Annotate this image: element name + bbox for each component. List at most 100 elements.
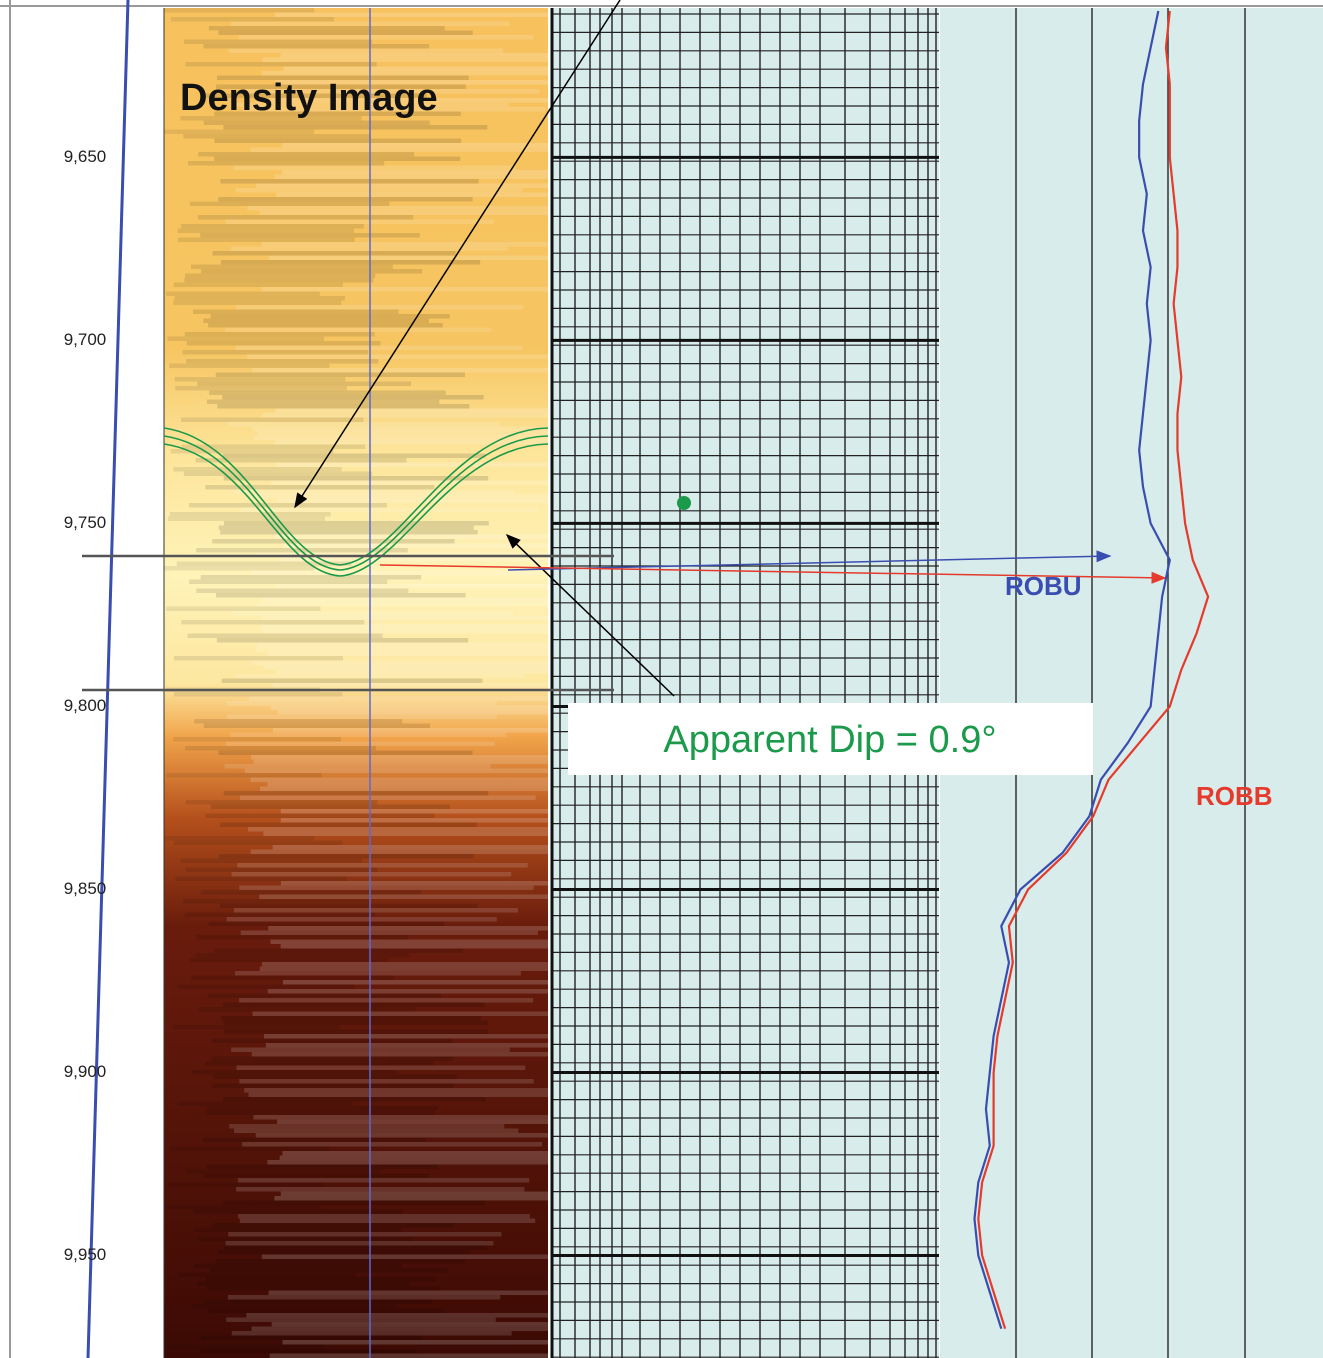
image-stripe — [197, 953, 409, 958]
image-stripe — [208, 1309, 443, 1314]
image-stripe — [164, 836, 314, 841]
image-stripe — [205, 1061, 434, 1066]
image-stripe — [251, 148, 567, 153]
image-stripe — [174, 283, 343, 288]
image-stripe — [178, 1273, 355, 1278]
image-stripe — [227, 701, 497, 706]
image-stripe — [256, 1133, 582, 1138]
image-stripe — [189, 580, 387, 585]
image-stripe — [209, 391, 446, 396]
image-stripe — [192, 1070, 396, 1075]
image-stripe — [223, 1246, 486, 1251]
image-stripe — [194, 1210, 402, 1215]
image-stripe — [215, 949, 463, 954]
grid-track — [553, 8, 939, 1358]
image-stripe — [182, 350, 367, 355]
dip-tadpole — [677, 496, 691, 510]
image-stripe — [262, 1255, 599, 1260]
y-tick-label: 9,650 — [64, 147, 107, 166]
image-stripe — [201, 575, 421, 580]
image-stripe — [169, 1147, 329, 1152]
image-stripe — [164, 8, 314, 13]
image-stripe — [204, 724, 430, 729]
image-stripe — [164, 566, 314, 571]
image-stripe — [191, 976, 393, 981]
image-stripe — [207, 1165, 439, 1170]
image-stripe — [224, 521, 489, 526]
image-stripe — [239, 998, 533, 1003]
image-stripe — [174, 841, 343, 846]
image-stripe — [166, 292, 320, 297]
image-stripe — [217, 404, 469, 409]
image-stripe — [168, 1345, 325, 1350]
image-stripe — [214, 139, 461, 144]
image-stripe — [213, 1075, 457, 1080]
image-stripe — [216, 593, 466, 598]
image-stripe — [224, 791, 488, 796]
image-stripe — [199, 1007, 416, 1012]
image-stripe — [227, 917, 497, 922]
image-stripe — [260, 967, 593, 972]
image-stripe — [256, 184, 583, 189]
image-stripe — [242, 1142, 542, 1147]
image-stripe — [184, 40, 372, 45]
image-stripe — [260, 211, 593, 216]
image-stripe — [199, 1349, 416, 1354]
image-stripe — [206, 1106, 437, 1111]
image-stripe — [218, 197, 472, 202]
image-stripe — [238, 1214, 530, 1219]
image-stripe — [229, 49, 503, 54]
image-stripe — [189, 503, 387, 508]
image-stripe — [175, 877, 347, 882]
image-stripe — [212, 539, 454, 544]
image-stripe — [262, 616, 600, 621]
image-stripe — [216, 373, 465, 378]
image-stripe — [216, 1259, 465, 1264]
image-stripe — [186, 800, 378, 805]
image-stripe — [221, 1016, 481, 1021]
image-stripe — [247, 355, 556, 360]
image-stripe — [226, 1318, 495, 1323]
image-stripe — [230, 247, 507, 252]
image-stripe — [183, 134, 370, 139]
image-stripe — [210, 1268, 448, 1273]
image-stripe — [219, 526, 474, 531]
image-stripe — [203, 1174, 429, 1179]
image-stripe — [175, 377, 346, 382]
image-stripe — [201, 269, 422, 274]
image-stripe — [250, 494, 565, 499]
image-stripe — [183, 899, 370, 904]
image-stripe — [222, 395, 484, 400]
image-stripe — [205, 814, 434, 819]
image-stripe — [175, 296, 345, 301]
image-stripe — [257, 643, 585, 648]
image-stripe — [180, 859, 362, 864]
image-stripe — [185, 913, 375, 918]
image-stripe — [249, 697, 562, 702]
image-stripe — [233, 490, 515, 495]
image-stripe — [174, 692, 343, 697]
y-tick-label: 9,950 — [64, 1245, 107, 1264]
image-stripe — [168, 517, 325, 522]
legend-robu: ROBU — [1005, 571, 1082, 601]
image-stripe — [262, 962, 600, 967]
image-stripe — [223, 125, 487, 130]
image-stripe — [241, 931, 538, 936]
image-stripe — [206, 1277, 436, 1282]
image-stripe — [169, 364, 329, 369]
image-stripe — [219, 854, 474, 859]
image-stripe — [240, 796, 536, 801]
image-stripe — [262, 71, 600, 76]
image-stripe — [240, 1219, 535, 1224]
image-stripe — [252, 571, 570, 576]
image-stripe — [223, 1003, 485, 1008]
image-stripe — [226, 220, 494, 225]
image-stripe — [236, 188, 523, 193]
image-stripe — [173, 467, 341, 472]
image-stripe — [188, 634, 383, 639]
image-stripe — [235, 346, 522, 351]
image-stripe — [239, 886, 533, 891]
image-stripe — [262, 598, 599, 603]
image-stripe — [181, 620, 364, 625]
image-stripe — [198, 215, 413, 220]
